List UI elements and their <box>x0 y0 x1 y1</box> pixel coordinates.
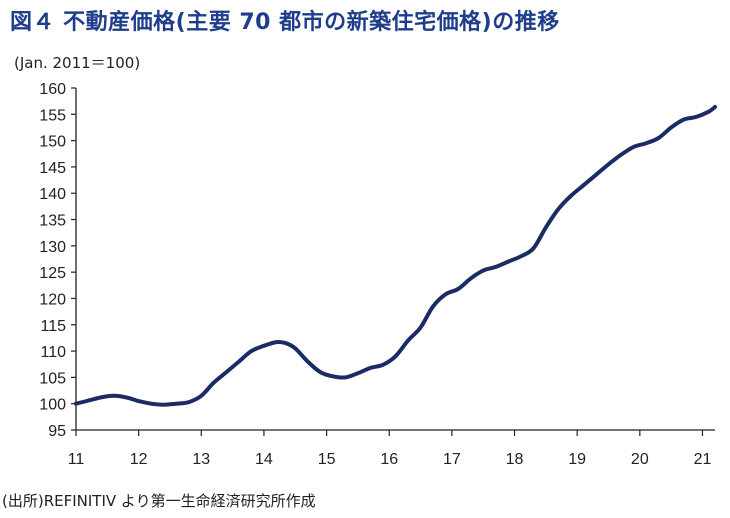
y-tick-label: 145 <box>39 160 66 177</box>
y-axis-unit-label: (Jan. 2011＝100) <box>14 54 141 72</box>
y-axis-ticks: 95 100 105 110 115 120 125 130 135 140 145 150 155 16… <box>39 81 76 440</box>
y-tick-label: 140 <box>39 186 66 203</box>
y-tick-label: 120 <box>39 291 66 308</box>
y-tick-label: 100 <box>39 397 66 414</box>
y-tick-label: 135 <box>39 213 66 230</box>
y-tick-label: 110 <box>40 344 66 361</box>
y-tick-label: 125 <box>39 265 66 282</box>
x-tick-label: 13 <box>192 451 210 468</box>
x-tick-label: 11 <box>68 451 85 468</box>
source-note: (出所)REFINITIV より第一生命経済研究所作成 <box>2 492 316 510</box>
y-tick-label: 160 <box>39 81 66 98</box>
x-tick-label: 18 <box>506 451 524 468</box>
series-line <box>74 104 717 407</box>
x-tick-label: 16 <box>380 451 398 468</box>
x-tick-label: 12 <box>130 451 148 468</box>
x-axis-ticks: 11 12 13 14 15 16 17 18 19 20 21 <box>68 430 712 468</box>
chart-title: 図４ 不動産価格(主要 70 都市の新築住宅価格)の推移 <box>10 10 560 35</box>
x-tick-label: 20 <box>631 451 649 468</box>
chart-axes <box>75 88 715 431</box>
x-tick-label: 17 <box>443 451 461 468</box>
y-tick-label: 95 <box>48 423 66 440</box>
x-tick-label: 15 <box>318 451 336 468</box>
y-tick-label: 150 <box>39 134 66 151</box>
x-tick-label: 19 <box>568 451 586 468</box>
y-tick-label: 105 <box>39 370 66 387</box>
x-tick-label: 21 <box>694 451 712 468</box>
x-tick-label: 14 <box>255 451 273 468</box>
y-tick-label: 130 <box>39 239 66 256</box>
y-tick-label: 155 <box>39 107 66 124</box>
y-tick-label: 115 <box>40 318 66 335</box>
